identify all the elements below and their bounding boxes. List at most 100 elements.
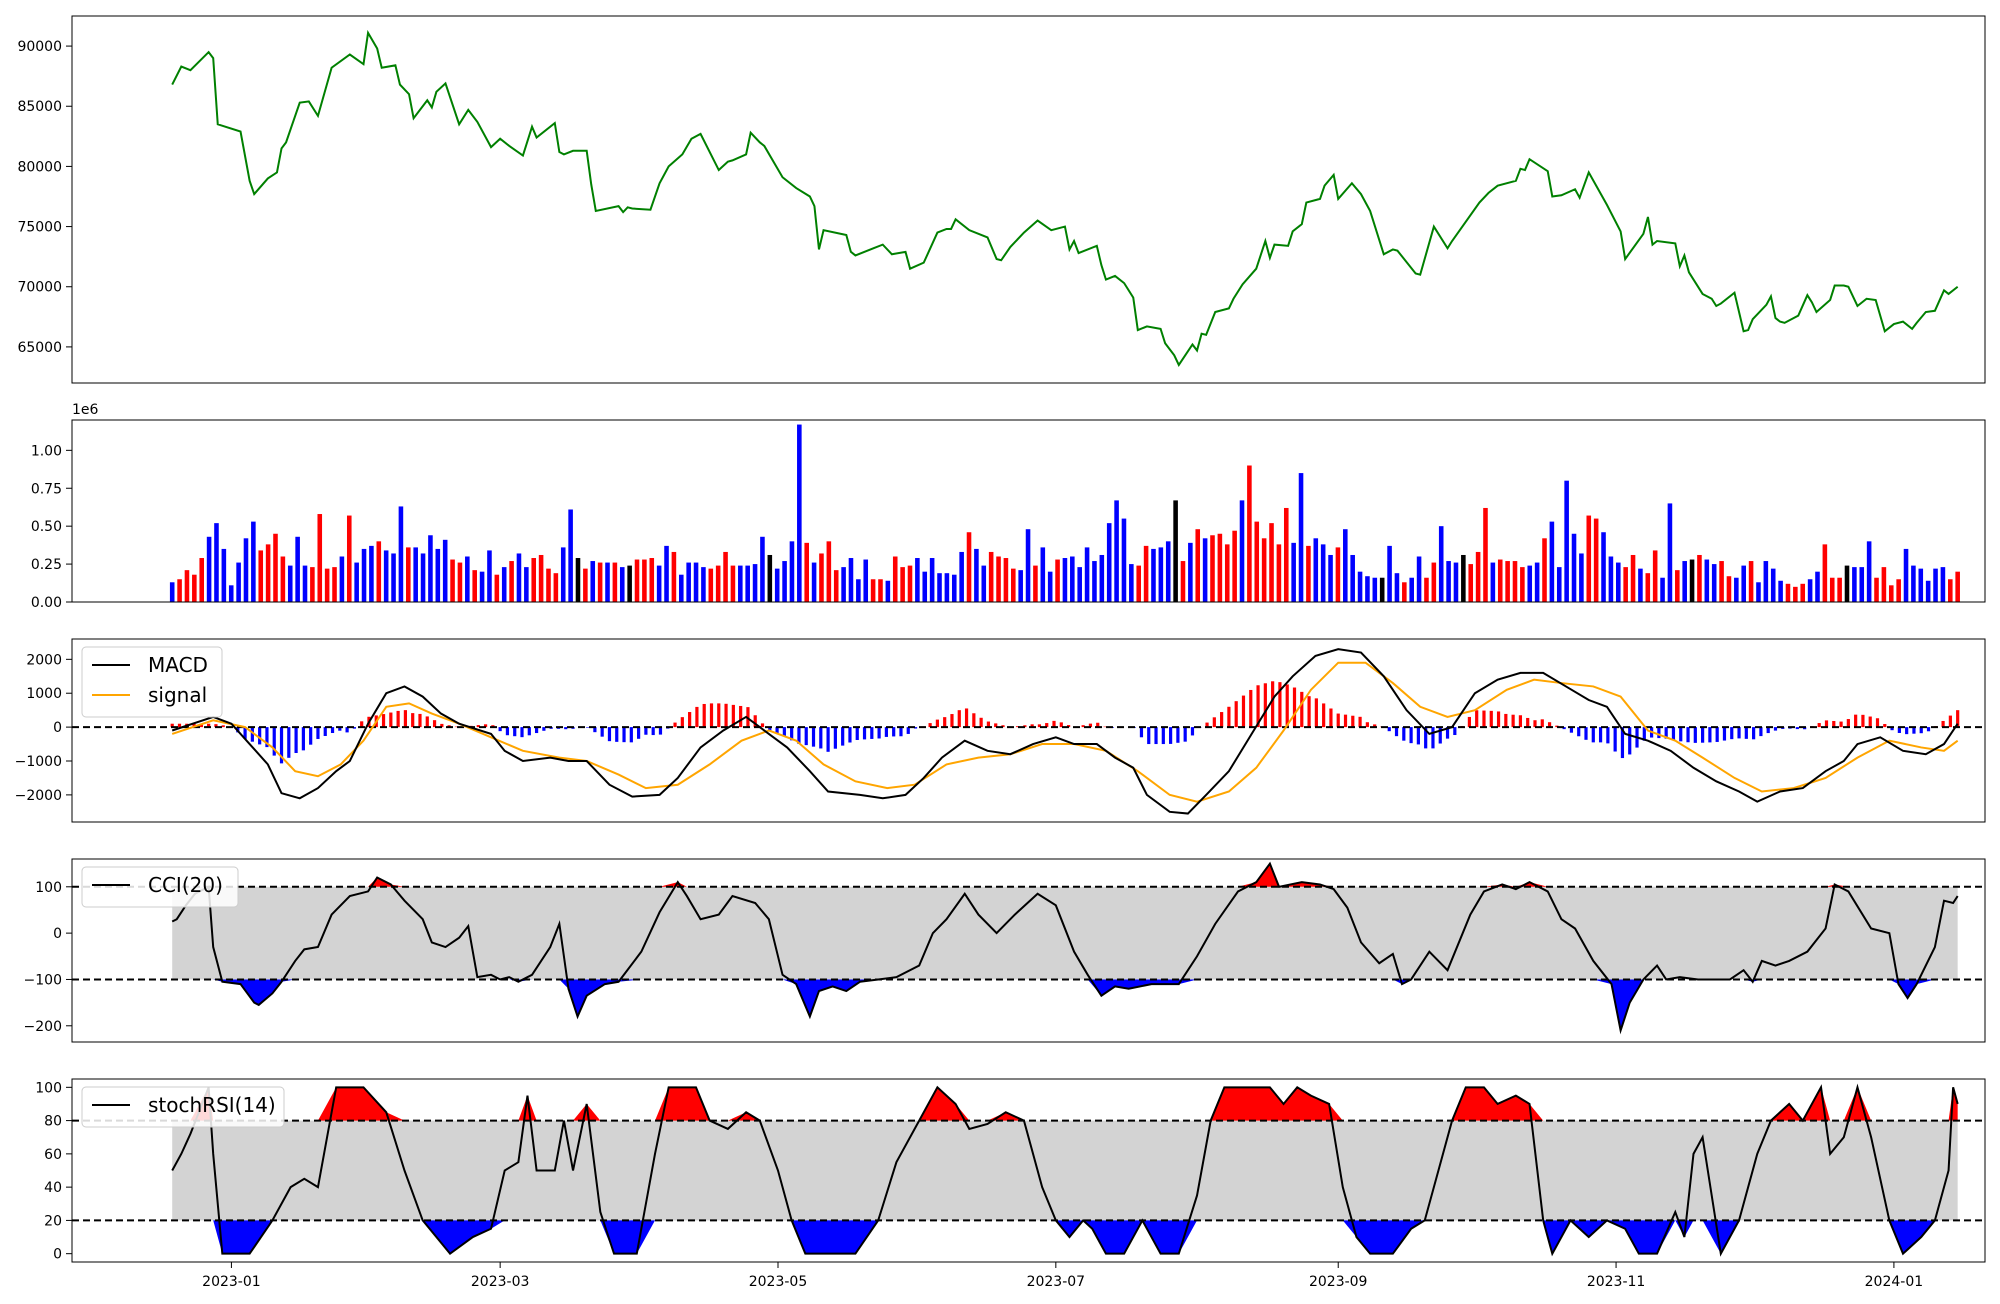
macd-histogram-bar: [1512, 715, 1515, 727]
y-tick-label: 75000: [17, 220, 62, 236]
volume-bar: [1867, 541, 1872, 602]
macd-histogram-bar: [834, 727, 837, 749]
volume-bar: [967, 532, 972, 602]
y-tick-label: 0.75: [31, 481, 62, 497]
macd-histogram-bar: [848, 727, 851, 742]
volume-bar: [465, 557, 470, 603]
volume-bar: [701, 567, 706, 602]
macd-histogram-bar: [739, 706, 742, 727]
y-tick-label: 70000: [17, 280, 62, 296]
y-tick-label: 2000: [26, 652, 62, 668]
volume-bar: [192, 575, 197, 602]
volume-bar: [406, 547, 411, 602]
macd-histogram-bar: [520, 727, 523, 737]
volume-bar: [310, 567, 315, 602]
x-tick-label: 2023-09: [1309, 1274, 1368, 1290]
volume-bar: [1365, 576, 1370, 602]
volume-bar: [1291, 543, 1296, 602]
macd-histogram-bar: [1628, 727, 1631, 754]
macd-histogram-bar: [1679, 727, 1682, 741]
volume-bar: [1882, 567, 1887, 602]
macd-histogram-bar: [1949, 716, 1952, 728]
macd-histogram-bar: [856, 727, 859, 740]
volume-bar: [1542, 538, 1547, 602]
volume-bar: [1358, 572, 1363, 602]
volume-bar: [989, 552, 994, 602]
macd-histogram-bar: [1869, 717, 1872, 728]
volume-bar: [1823, 544, 1828, 602]
volume-bar: [1247, 466, 1252, 603]
volume-bar: [1793, 587, 1798, 602]
volume-bar: [738, 566, 743, 602]
volume-bar: [495, 575, 500, 602]
volume-bar: [1609, 557, 1614, 603]
volume-bar: [1764, 561, 1769, 602]
macd-histogram-bar: [892, 727, 895, 736]
macd-histogram-bar: [1358, 717, 1361, 727]
legend-label: MACD: [148, 653, 208, 677]
macd-histogram-bar: [965, 708, 968, 727]
volume-bar: [1262, 538, 1267, 602]
volume-bar: [1018, 570, 1023, 602]
y-tick-label: 100: [35, 880, 62, 896]
macd-histogram-bar: [1672, 727, 1675, 740]
volume-bar: [900, 567, 905, 602]
volume-bar: [672, 552, 677, 602]
volume-bar: [377, 541, 382, 602]
volume-bar: [959, 552, 964, 602]
macd-histogram-bar: [1694, 727, 1697, 743]
volume-bar: [1682, 561, 1687, 602]
volume-bar: [1461, 555, 1466, 602]
volume-bar: [1527, 566, 1532, 602]
macd-histogram-bar: [1818, 723, 1821, 727]
volume-bar: [1572, 534, 1577, 602]
macd-histogram-bar: [695, 707, 698, 727]
volume-bar: [347, 516, 352, 602]
volume-bar: [1660, 578, 1665, 602]
volume-bar: [354, 563, 359, 602]
volume-bar: [1778, 581, 1783, 602]
volume-bar: [1948, 579, 1953, 602]
legend-label: stochRSI(14): [148, 1093, 276, 1117]
volume-bar: [1166, 541, 1171, 602]
macd-histogram-bar: [1235, 701, 1238, 727]
macd-histogram-bar: [943, 717, 946, 727]
macd-line: [172, 649, 1957, 813]
volume-bar: [598, 563, 603, 602]
macd-histogram-bar: [1271, 681, 1274, 727]
volume-bar: [524, 567, 529, 602]
volume-bar: [1446, 561, 1451, 602]
volume-bar: [554, 573, 559, 602]
volume-bar: [1033, 566, 1038, 602]
macd-histogram-bar: [1395, 727, 1398, 736]
macd-histogram-bar: [1417, 727, 1420, 744]
volume-bar: [391, 553, 396, 602]
macd-histogram-bar: [1227, 707, 1230, 727]
volume-bar: [517, 553, 522, 602]
y-tick-label: 1000: [26, 686, 62, 702]
y-tick-label: −1000: [15, 754, 62, 770]
legend: stochRSI(14): [82, 1087, 284, 1127]
x-tick-label: 2023-01: [202, 1274, 261, 1290]
macd-histogram-bar: [724, 704, 727, 727]
macd-histogram-bar: [1191, 727, 1194, 735]
volume-bar: [1498, 560, 1503, 602]
volume-bar: [1395, 573, 1400, 602]
volume-bar: [1151, 549, 1156, 602]
macd-histogram-bar: [1599, 727, 1602, 742]
volume-bar: [1579, 553, 1584, 602]
volume-bar: [1896, 579, 1901, 602]
macd-histogram-bar: [513, 727, 516, 736]
volume-bar: [841, 567, 846, 602]
macd-histogram-bar: [1839, 722, 1842, 728]
macd-histogram-bar: [1482, 711, 1485, 728]
volume-bar: [1004, 558, 1009, 602]
volume-bar: [1586, 516, 1591, 602]
price-line: [172, 33, 1957, 365]
volume-bar: [1845, 566, 1850, 602]
volume-scale-label: 1e6: [72, 402, 99, 418]
volume-bar: [974, 549, 979, 602]
